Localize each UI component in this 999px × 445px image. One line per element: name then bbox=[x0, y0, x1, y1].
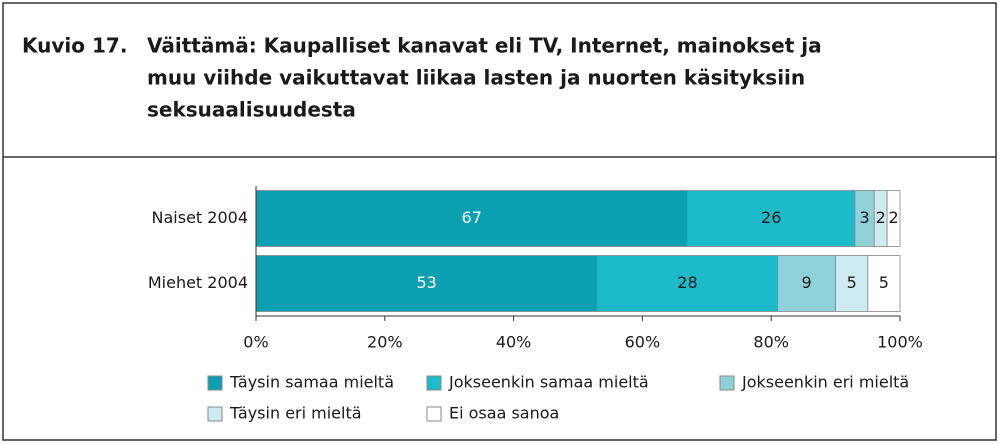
x-tick-label: 60% bbox=[625, 333, 661, 352]
value-label: 26 bbox=[761, 208, 781, 227]
bar-segment bbox=[255, 190, 688, 247]
bar-segment bbox=[867, 255, 901, 312]
value-label: 5 bbox=[879, 273, 889, 292]
x-tick-label: 40% bbox=[496, 333, 532, 352]
value-label: 5 bbox=[847, 273, 857, 292]
x-tick-label: 100% bbox=[877, 333, 923, 352]
title-line: muu viihde vaikuttavat liikaa lasten ja … bbox=[147, 66, 805, 90]
title-label: Kuvio 17. bbox=[22, 34, 127, 58]
y-tick-label: Naiset 2004 bbox=[152, 208, 248, 227]
legend-label: Ei osaa sanoa bbox=[449, 404, 559, 423]
legend-swatch bbox=[207, 375, 223, 391]
legend-label: Täysin samaa mieltä bbox=[229, 373, 394, 392]
legend-swatch bbox=[207, 406, 223, 422]
title-line: Väittämä: Kaupalliset kanavat eli TV, In… bbox=[147, 34, 822, 58]
value-label: 2 bbox=[888, 208, 898, 227]
title-line: seksuaalisuudesta bbox=[147, 98, 356, 122]
bar-segment bbox=[596, 255, 779, 312]
legend-swatch bbox=[719, 375, 735, 391]
legend-swatch bbox=[426, 406, 442, 422]
y-tick-label: Miehet 2004 bbox=[148, 273, 248, 292]
legend-label: Täysin eri mieltä bbox=[229, 404, 362, 423]
bar-segment bbox=[886, 190, 901, 247]
value-label: 9 bbox=[802, 273, 812, 292]
x-tick-label: 80% bbox=[753, 333, 789, 352]
x-tick-label: 20% bbox=[367, 333, 403, 352]
bar-segment bbox=[255, 255, 598, 312]
value-label: 28 bbox=[677, 273, 697, 292]
value-label: 67 bbox=[462, 208, 482, 227]
legend-label: Jokseenkin eri mieltä bbox=[741, 373, 909, 392]
legend-label: Jokseenkin samaa mieltä bbox=[448, 373, 649, 392]
value-label: 53 bbox=[416, 273, 436, 292]
bar-segment bbox=[777, 255, 837, 312]
legend-swatch bbox=[426, 375, 442, 391]
value-label: 2 bbox=[876, 208, 886, 227]
x-tick-label: 0% bbox=[243, 333, 268, 352]
value-label: 3 bbox=[859, 208, 869, 227]
